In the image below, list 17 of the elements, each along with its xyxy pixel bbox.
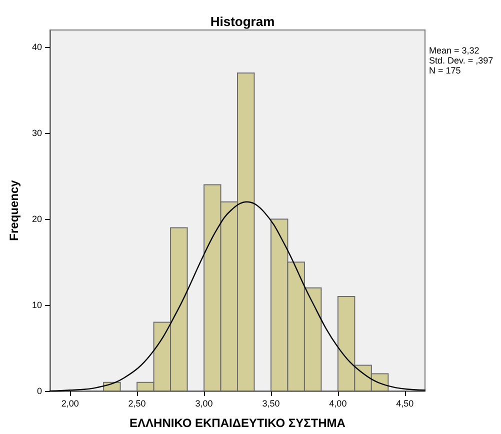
y-tick-label: 10 (32, 300, 42, 310)
chart-title: Histogram (210, 14, 275, 29)
text: Std. Dev. = ,397 (429, 56, 494, 66)
x-tick-label: 3,00 (195, 398, 213, 408)
x-tick-label: 2,50 (128, 398, 146, 408)
x-axis-title: ΕΛΛΗΝΙΚΟ ΕΚΠΑΙΔΕΥΤΙΚΟ ΣΥΣΤΗΜΑ (130, 416, 346, 430)
x-tick-label: 4,00 (329, 398, 347, 408)
y-axis-title: Frequency (7, 180, 21, 241)
y-tick-label: 40 (32, 42, 42, 52)
text: N = 175 (429, 66, 461, 76)
y-tick-label: 20 (32, 214, 42, 224)
y-tick-label: 0 (36, 386, 42, 396)
x-tick-label: 2,00 (61, 398, 79, 408)
x-tick-label: 3,50 (262, 398, 280, 408)
text: Mean = 3,32 (429, 46, 480, 56)
x-tick-label: 4,50 (396, 398, 414, 408)
y-tick-label: 30 (32, 128, 42, 138)
